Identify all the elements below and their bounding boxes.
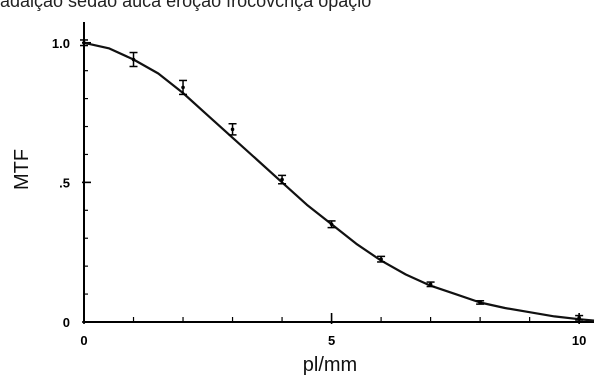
data-point-marker <box>577 316 581 320</box>
data-point-marker <box>379 257 383 261</box>
x-tick-label: 10 <box>572 333 586 348</box>
error-bar-point <box>179 79 188 96</box>
chart-ticks <box>82 41 580 324</box>
x-axis-label: pl/mm <box>302 354 358 376</box>
error-bar-point <box>80 39 88 47</box>
data-point-marker <box>181 85 185 90</box>
error-bar-point <box>278 174 287 185</box>
top-caption-text: adaição sedao auca eroção frocovcnça opa… <box>0 0 372 11</box>
error-bar-point <box>476 300 485 305</box>
fitted-curve-layer <box>83 41 595 322</box>
y-tick-label: 1.0 <box>52 36 70 51</box>
data-point-marker <box>82 40 86 45</box>
y-tick-label: .5 <box>59 175 70 190</box>
y-tick-label: 0 <box>63 315 70 330</box>
data-point-marker <box>478 300 482 305</box>
error-bar-point <box>426 281 435 288</box>
chart-tick-labels: 0 5 10 0 .5 1.0 <box>52 36 586 348</box>
x-tick-label: 0 <box>80 333 87 348</box>
error-bar-point <box>129 51 138 68</box>
x-tick-label: 5 <box>328 333 335 348</box>
data-point-marker <box>329 222 334 227</box>
data-point-marker <box>280 177 284 182</box>
data-point-marker <box>428 282 433 287</box>
data-point-marker <box>230 127 235 132</box>
error-bar-point <box>228 122 237 136</box>
error-bar-point <box>327 220 336 229</box>
fitted-mtf-curve <box>83 41 595 322</box>
error-bar-layer <box>80 39 584 321</box>
error-bar-point <box>377 255 386 263</box>
error-bar-point <box>575 314 584 321</box>
y-axis-label: MTF <box>11 148 33 190</box>
data-point-marker <box>131 57 136 62</box>
chart-axes <box>83 22 594 323</box>
